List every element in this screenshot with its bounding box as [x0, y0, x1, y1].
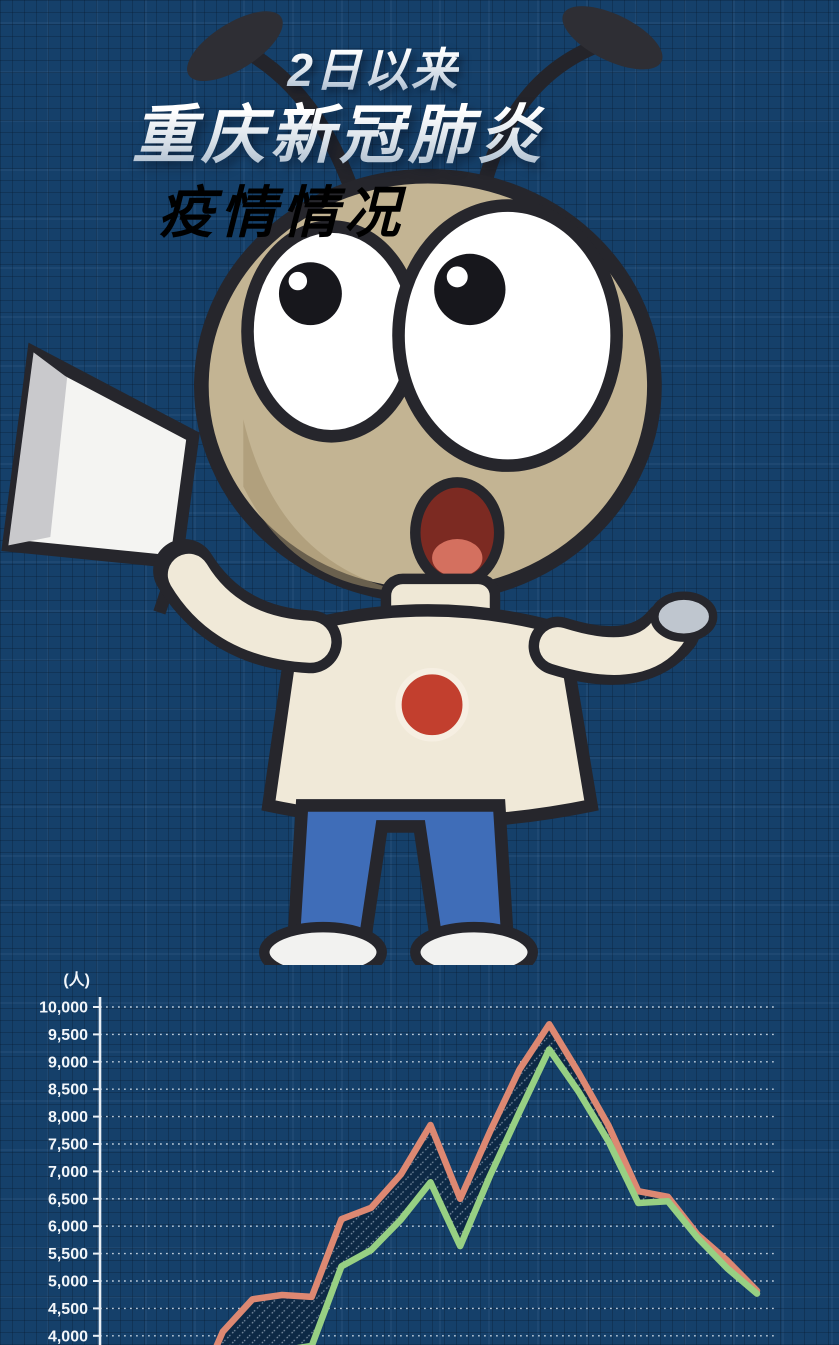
svg-text:9,000: 9,000: [48, 1054, 88, 1071]
svg-text:7,500: 7,500: [48, 1136, 88, 1153]
svg-text:6,500: 6,500: [48, 1191, 88, 1208]
svg-text:(人): (人): [63, 971, 90, 989]
svg-text:5,000: 5,000: [48, 1273, 88, 1290]
svg-text:8,000: 8,000: [48, 1109, 88, 1126]
svg-text:10,000: 10,000: [39, 999, 88, 1016]
svg-text:6,000: 6,000: [48, 1219, 88, 1236]
svg-text:9,500: 9,500: [48, 1027, 88, 1044]
svg-text:4,500: 4,500: [48, 1301, 88, 1318]
epidemic-line-chart: 05001,0001,5002,0002,5003,0003,5004,0004…: [39, 971, 778, 1345]
poster-subtitle: 疫情情况: [158, 181, 406, 244]
poster-title: 重庆新冠肺炎: [132, 84, 546, 176]
ant-mascot-illustration: [1, 6, 718, 983]
svg-text:5,500: 5,500: [48, 1246, 88, 1263]
chart-container: 05001,0001,5002,0002,5003,0003,5004,0004…: [0, 970, 839, 1345]
svg-text:8,500: 8,500: [48, 1082, 88, 1099]
svg-text:7,000: 7,000: [48, 1164, 88, 1181]
svg-text:4,000: 4,000: [48, 1328, 88, 1345]
